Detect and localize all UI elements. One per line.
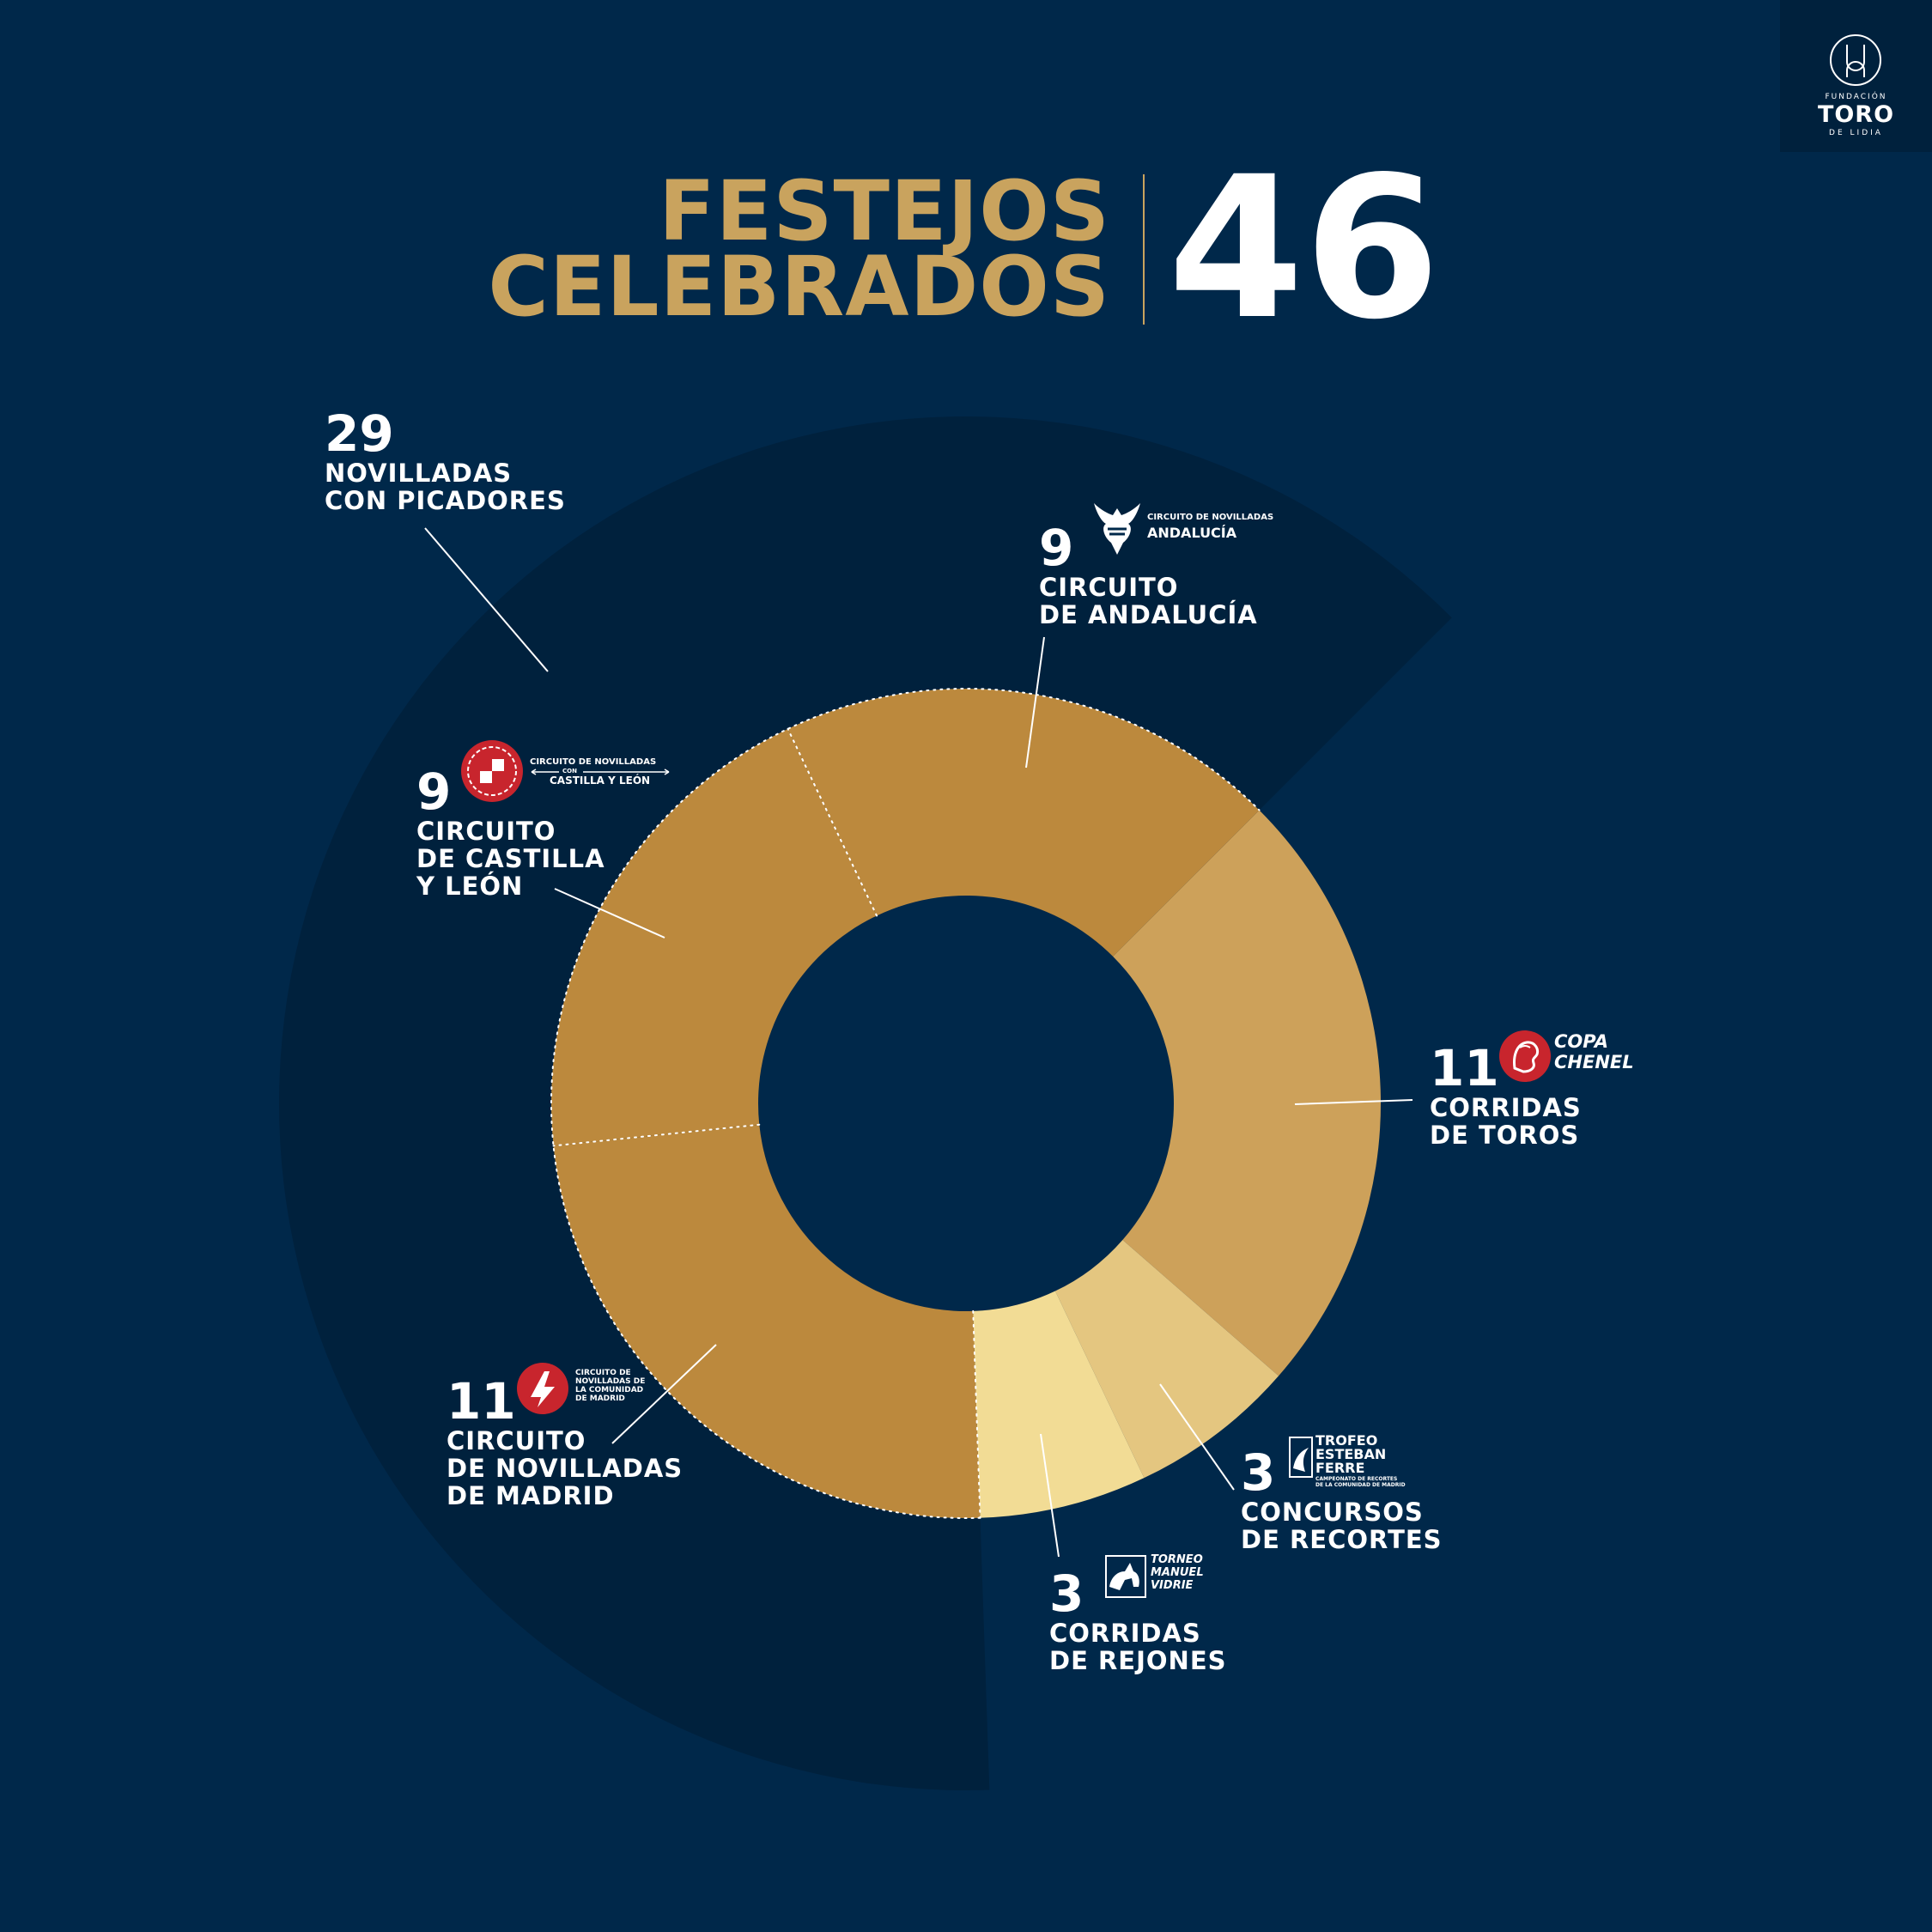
castilla-leon-logo-icon bbox=[461, 740, 523, 802]
castilla-logo-line3: CASTILLA Y LEÓN bbox=[550, 775, 651, 787]
label-recortes-line2: DE RECORTES bbox=[1241, 1525, 1443, 1554]
manuel-vidrie-logo-line1: TORNEO bbox=[1151, 1553, 1203, 1566]
label-toros-line2: DE TOROS bbox=[1430, 1121, 1580, 1150]
label-toros-line1: CORRIDAS bbox=[1430, 1093, 1582, 1122]
label-rejones-line2: DE REJONES bbox=[1049, 1646, 1227, 1675]
label-recortes-value: 3 bbox=[1241, 1443, 1276, 1502]
separator-radial-1 bbox=[787, 727, 878, 917]
esteban-ferre-logo-line4: CAMPEONATO DE RECORTES bbox=[1315, 1476, 1398, 1482]
madrid-logo-line3: LA COMUNIDAD bbox=[575, 1386, 644, 1394]
label-castilla-value: 9 bbox=[416, 762, 452, 821]
manuel-vidrie-logo-line2: MANUEL bbox=[1151, 1566, 1204, 1579]
brand-line1: FUNDACIÓN bbox=[1825, 93, 1887, 101]
label-andalucia-value: 9 bbox=[1039, 519, 1074, 577]
leader-novilladas bbox=[424, 527, 549, 672]
leader-castilla bbox=[554, 888, 665, 939]
esteban-ferre-logo-line1: TROFEO bbox=[1315, 1432, 1378, 1449]
label-rejones-line1: CORRIDAS bbox=[1049, 1619, 1201, 1648]
andalucia-logo-line2: ANDALUCÍA bbox=[1147, 525, 1237, 541]
label-toros-value: 11 bbox=[1430, 1039, 1499, 1097]
separator-radial-rejones bbox=[972, 1309, 981, 1519]
title-line1: FESTEJOS bbox=[659, 163, 1110, 259]
slice-circuito-andalucia bbox=[787, 688, 1260, 957]
manuel-vidrie-logo-icon bbox=[1105, 1555, 1146, 1598]
leader-madrid bbox=[611, 1344, 717, 1444]
label-rejones: 3 CORRIDAS DE REJONES bbox=[1049, 1568, 1227, 1674]
castilla-arrow-icon bbox=[531, 769, 670, 775]
manuel-vidrie-logo-line3: VIDRIE bbox=[1151, 1579, 1194, 1592]
label-madrid: 11 CIRCUITO DE NOVILLADAS DE MADRID bbox=[447, 1376, 683, 1510]
label-novilladas: 29 NOVILLADAS CON PICADORES bbox=[325, 408, 566, 514]
esteban-ferre-logo-line5: DE LA COMUNIDAD DE MADRID bbox=[1315, 1482, 1406, 1488]
copa-chenel-logo-line2: CHENEL bbox=[1554, 1052, 1634, 1072]
esteban-ferre-logo-line3: FERRE bbox=[1315, 1460, 1365, 1476]
slice-trofeo-esteban-ferre bbox=[1054, 1240, 1279, 1479]
madrid-logo-line1: CIRCUITO DE bbox=[575, 1369, 631, 1377]
title-line2: CELEBRADOS bbox=[488, 239, 1110, 335]
separator-radial-0 bbox=[552, 1123, 761, 1147]
label-madrid-line2: DE NOVILLADAS bbox=[447, 1454, 683, 1483]
slice-copa-chenel bbox=[1113, 810, 1381, 1376]
label-novilladas-line2: CON PICADORES bbox=[325, 486, 566, 515]
castilla-logo-line2: CON bbox=[562, 768, 577, 775]
separator-outer-arc bbox=[550, 688, 1261, 1519]
label-novilladas-value: 29 bbox=[325, 404, 394, 463]
label-rejones-value: 3 bbox=[1049, 1564, 1084, 1623]
castilla-logo-line1: CIRCUITO DE NOVILLADAS bbox=[530, 757, 657, 767]
leader-recortes bbox=[1159, 1383, 1235, 1491]
esteban-ferre-logo-icon bbox=[1289, 1437, 1313, 1478]
copa-chenel-logo-line1: COPA bbox=[1554, 1031, 1608, 1052]
label-castilla: 9 CIRCUITO DE CASTILLA Y LEÓN bbox=[416, 766, 605, 900]
label-novilladas-line1: NOVILLADAS bbox=[325, 459, 513, 488]
madrid-logo-line4: DE MADRID bbox=[575, 1394, 625, 1403]
label-castilla-line1: CIRCUITO bbox=[416, 817, 556, 846]
title-divider bbox=[1143, 174, 1145, 325]
label-madrid-line3: DE MADRID bbox=[447, 1481, 615, 1510]
copa-chenel-logo-icon bbox=[1499, 1030, 1551, 1082]
label-madrid-value: 11 bbox=[447, 1372, 516, 1431]
toro-brand-icon bbox=[1830, 34, 1881, 86]
leader-andalucia bbox=[1025, 636, 1045, 769]
label-andalucia: 9 CIRCUITO DE ANDALUCÍA bbox=[1039, 522, 1258, 629]
brand-line2: TORO bbox=[1817, 101, 1895, 128]
label-andalucia-line2: DE ANDALUCÍA bbox=[1039, 600, 1258, 629]
label-castilla-line2: DE CASTILLA bbox=[416, 844, 605, 873]
outer-ring-novilladas bbox=[279, 416, 1452, 1790]
leader-rejones bbox=[1040, 1433, 1060, 1558]
andalucia-logo-line1: CIRCUITO DE NOVILLADAS bbox=[1147, 513, 1274, 522]
slice-circuito-castilla-leon bbox=[551, 728, 878, 1146]
slice-torneo-manuel-vidrie bbox=[973, 1291, 1145, 1518]
slice-circuito-madrid bbox=[553, 1124, 981, 1518]
label-recortes-line1: CONCURSOS bbox=[1241, 1498, 1424, 1527]
circuito-madrid-logo-icon bbox=[517, 1363, 568, 1414]
madrid-logo-line2: NOVILLADAS DE bbox=[575, 1377, 646, 1386]
label-andalucia-line1: CIRCUITO bbox=[1039, 573, 1179, 602]
esteban-ferre-logo-line2: ESTEBAN bbox=[1315, 1446, 1387, 1462]
label-madrid-line1: CIRCUITO bbox=[447, 1426, 586, 1455]
brand-logo: FUNDACIÓN TORO DE LIDIA bbox=[1780, 0, 1932, 152]
label-castilla-line3: Y LEÓN bbox=[416, 872, 524, 901]
leader-toros bbox=[1294, 1099, 1413, 1105]
andalucia-logo-icon bbox=[1094, 503, 1140, 555]
label-toros: 11 CORRIDAS DE TOROS bbox=[1430, 1042, 1582, 1149]
label-recortes: 3 CONCURSOS DE RECORTES bbox=[1241, 1447, 1443, 1553]
title-total: 46 bbox=[1168, 134, 1441, 362]
brand-line3: DE LIDIA bbox=[1829, 129, 1883, 137]
